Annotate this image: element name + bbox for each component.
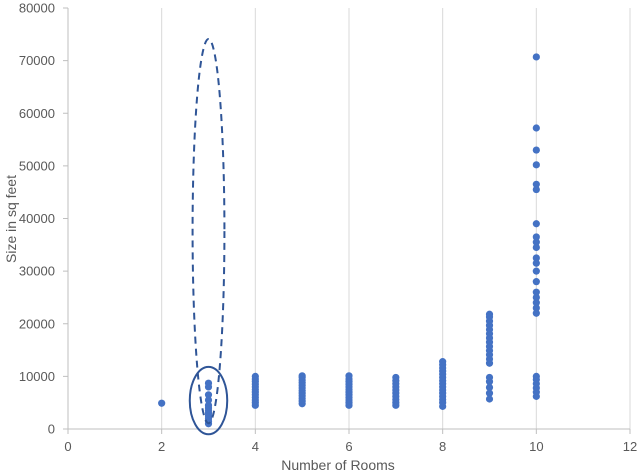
data-point-0-10	[204, 391, 213, 399]
y-tick-label-1: 10000	[19, 369, 55, 384]
tick-labels: 0 10000 20000 30000 40000 50000 60000 70000 8000…	[19, 1, 637, 455]
x-tick-label-2: 4	[252, 439, 259, 454]
data-point-0-12	[204, 379, 213, 387]
data-point-0-101	[532, 293, 540, 302]
data-point-0-102	[532, 288, 540, 296]
data-point-0-115	[532, 124, 540, 132]
data-point-0-76	[485, 383, 494, 392]
data-point-0-114	[532, 146, 540, 154]
data-point-0-104	[532, 267, 540, 275]
data-point-0-116	[532, 53, 540, 61]
data-point-0-24	[251, 372, 259, 380]
x-tick-label-1: 2	[158, 439, 165, 454]
y-tick-label-6: 60000	[19, 106, 55, 121]
x-tick-label-4: 8	[439, 439, 446, 454]
data-point-0-99	[532, 304, 540, 312]
grid-layer	[161, 8, 631, 429]
data-point-0-9	[204, 396, 213, 404]
x-tick-label-0: 0	[64, 439, 71, 454]
axis-layer	[63, 7, 631, 434]
data-point-0-75	[485, 389, 494, 397]
x-axis-title: Number of Rooms	[281, 457, 395, 473]
data-point-0-100	[532, 299, 540, 307]
x-tick-label-6: 12	[623, 439, 637, 454]
data-point-0-106	[532, 254, 540, 262]
y-tick-label-5: 50000	[19, 158, 55, 173]
data-point-0-112	[532, 180, 540, 188]
data-point-0-8	[204, 401, 213, 409]
y-tick-label-2: 20000	[19, 316, 55, 331]
y-axis-title: Size in sq feet	[3, 175, 19, 263]
annotation-layer	[188, 38, 229, 436]
data-point-0-91	[485, 310, 494, 318]
data-point-0-108	[532, 238, 540, 246]
x-tick-label-3: 6	[345, 439, 352, 454]
data-points	[158, 53, 540, 428]
data-point-0-105	[532, 259, 540, 267]
data-point-0-111	[532, 185, 540, 194]
annotation-ellipse-solid	[188, 365, 229, 436]
y-tick-label-7: 70000	[19, 53, 55, 68]
data-point-0-98	[532, 309, 540, 317]
data-point-0-0	[158, 399, 166, 407]
y-tick-label-0: 0	[48, 422, 55, 437]
data-point-0-74	[485, 395, 494, 403]
data-point-0-109	[532, 233, 540, 241]
data-point-0-110	[532, 220, 540, 228]
data-point-0-97	[532, 372, 540, 380]
data-point-0-107	[532, 243, 540, 252]
data-point-0-58	[392, 373, 400, 382]
x-tick-label-5: 10	[529, 439, 543, 454]
y-tick-label-4: 40000	[19, 211, 55, 226]
data-point-0-113	[532, 161, 540, 169]
y-tick-label-8: 80000	[19, 1, 55, 16]
data-point-0-48	[345, 372, 353, 380]
data-point-0-36	[298, 372, 306, 380]
data-point-0-103	[532, 278, 540, 286]
annotation-ellipse-dashed	[191, 38, 226, 425]
y-tick-label-3: 30000	[19, 264, 55, 279]
data-point-0-78	[485, 373, 494, 382]
data-point-0-73	[439, 358, 447, 366]
